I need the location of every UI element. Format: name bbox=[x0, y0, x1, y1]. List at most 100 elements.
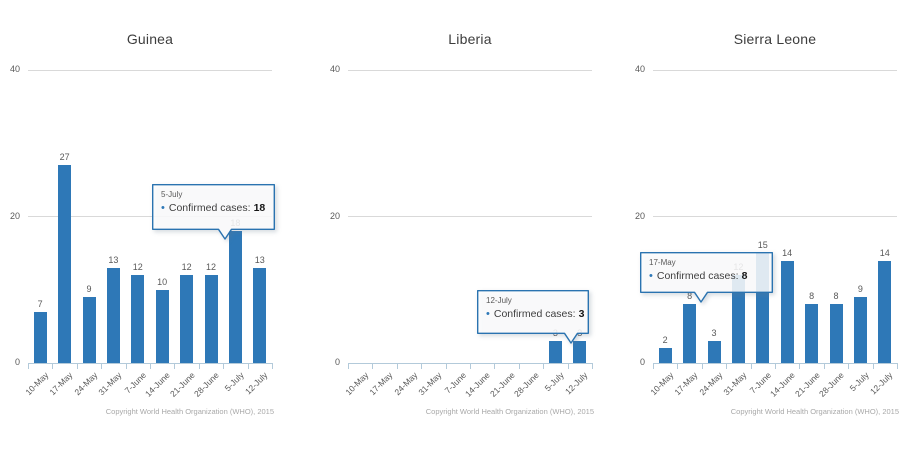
x-axis-tick bbox=[799, 363, 801, 369]
x-axis-tick bbox=[174, 363, 176, 369]
x-axis-label: 12-July bbox=[243, 370, 270, 397]
x-axis-label: 12-July bbox=[868, 370, 895, 397]
x-axis-label: 31-May bbox=[721, 370, 749, 398]
bar-value-label: 12 bbox=[181, 262, 192, 273]
copyright-note: Copyright World Health Organization (WHO… bbox=[425, 407, 594, 416]
tooltip-value: 3 bbox=[578, 308, 585, 320]
x-axis-tick bbox=[470, 363, 471, 369]
x-axis-label: 14-June bbox=[463, 370, 493, 399]
bar[interactable] bbox=[33, 311, 47, 363]
x-axis-label: 5-July bbox=[542, 370, 566, 394]
x-axis-tick bbox=[653, 363, 654, 369]
x-axis-label: 14-June bbox=[143, 370, 173, 399]
y-axis-label: 20 bbox=[329, 210, 340, 221]
x-axis-tick bbox=[396, 363, 398, 369]
chart-tooltip: 5-July • Confirmed cases: 18 bbox=[152, 184, 275, 240]
x-axis-tick bbox=[775, 363, 776, 369]
copyright-note: Copyright World Health Organization (WHO… bbox=[105, 407, 274, 416]
chart-title: Sierra Leone bbox=[733, 31, 817, 47]
tooltip-bubble bbox=[152, 184, 275, 240]
x-axis-tick bbox=[445, 363, 447, 369]
x-axis-tick bbox=[823, 363, 825, 369]
bar[interactable] bbox=[829, 304, 843, 363]
y-axis-label: 0 bbox=[14, 357, 20, 367]
x-axis-tick bbox=[494, 363, 496, 369]
bar[interactable] bbox=[548, 341, 562, 363]
tooltip-series-line: • Confirmed cases: 3 bbox=[486, 308, 585, 320]
tooltip-date: 5-July bbox=[161, 190, 183, 199]
x-axis-tick bbox=[518, 363, 520, 369]
series-marker-dot-icon: • bbox=[649, 270, 653, 282]
chart-tooltip: 12-July • Confirmed cases: 3 bbox=[477, 290, 589, 344]
x-axis-tick bbox=[872, 363, 874, 369]
x-axis-tick bbox=[223, 363, 225, 369]
x-axis-tick bbox=[150, 363, 151, 369]
x-axis-label: 17-May bbox=[367, 370, 395, 398]
bar[interactable] bbox=[155, 289, 169, 363]
series-marker-dot-icon: • bbox=[161, 202, 165, 214]
bar-value-label: 15 bbox=[757, 240, 768, 251]
bar-value-label: 13 bbox=[108, 254, 119, 265]
y-axis-label: 0 bbox=[639, 357, 645, 367]
y-gridline bbox=[653, 69, 897, 71]
bar[interactable] bbox=[82, 297, 96, 363]
x-axis-tick bbox=[543, 363, 545, 369]
x-axis-label: 5-July bbox=[847, 370, 871, 394]
x-axis-label: 14-June bbox=[768, 370, 798, 399]
x-axis-tick bbox=[247, 363, 249, 369]
bar[interactable] bbox=[106, 267, 120, 363]
x-axis-label: 21-June bbox=[167, 370, 197, 399]
x-axis-tick bbox=[592, 363, 593, 369]
bar[interactable] bbox=[228, 231, 242, 363]
x-axis-tick bbox=[372, 363, 374, 369]
bar[interactable] bbox=[878, 260, 892, 363]
bar[interactable] bbox=[180, 275, 194, 363]
y-axis-label: 20 bbox=[9, 210, 20, 221]
bar[interactable] bbox=[58, 165, 72, 363]
y-gridline bbox=[28, 216, 272, 218]
series-marker-dot-icon: • bbox=[486, 308, 490, 320]
x-axis-label: 24-May bbox=[71, 370, 100, 398]
y-gridline bbox=[653, 216, 897, 218]
x-axis-tick bbox=[567, 363, 569, 369]
tooltip-series-line: • Confirmed cases: 8 bbox=[649, 270, 769, 282]
tooltip-series-label: Confirmed cases: bbox=[493, 308, 576, 320]
bar[interactable] bbox=[780, 260, 794, 363]
x-axis-label: 21-June bbox=[487, 370, 517, 399]
x-axis-tick bbox=[348, 363, 349, 369]
bar[interactable] bbox=[204, 275, 218, 363]
bar-value-label: 7 bbox=[37, 298, 43, 309]
bar-value-label: 9 bbox=[857, 284, 863, 295]
x-axis-label: 17-May bbox=[47, 370, 75, 398]
y-gridline bbox=[348, 69, 592, 71]
x-axis-label: 17-May bbox=[672, 370, 700, 398]
x-axis-tick bbox=[125, 363, 127, 369]
bar[interactable] bbox=[805, 304, 819, 363]
bar[interactable] bbox=[707, 341, 721, 363]
x-axis-tick bbox=[76, 363, 78, 369]
x-axis-label: 28-June bbox=[512, 370, 542, 399]
bar[interactable] bbox=[853, 297, 867, 363]
y-axis-label: 20 bbox=[634, 210, 645, 221]
tooltip-value: 18 bbox=[253, 202, 266, 214]
bar[interactable] bbox=[131, 275, 145, 363]
y-gridline bbox=[28, 69, 272, 71]
bar[interactable] bbox=[731, 275, 745, 363]
bar-value-label: 12 bbox=[205, 262, 216, 273]
x-axis-tick bbox=[726, 363, 728, 369]
y-axis-label: 0 bbox=[334, 357, 340, 367]
x-axis-tick bbox=[848, 363, 850, 369]
x-axis-label: 10-May bbox=[343, 370, 371, 398]
bar[interactable] bbox=[683, 304, 697, 363]
chart-title: Liberia bbox=[448, 31, 492, 47]
x-axis-tick bbox=[897, 363, 898, 369]
y-axis-label: 40 bbox=[634, 64, 645, 75]
bar[interactable] bbox=[573, 341, 587, 363]
bar[interactable] bbox=[658, 348, 672, 363]
chart-tooltip: 17-May • Confirmed cases: 8 bbox=[640, 252, 773, 303]
bar-value-label: 14 bbox=[879, 247, 890, 258]
bar[interactable] bbox=[253, 267, 267, 363]
tooltip-series-label: Confirmed cases: bbox=[168, 202, 251, 214]
copyright-note: Copyright World Health Organization (WHO… bbox=[730, 407, 899, 416]
bar-value-label: 2 bbox=[662, 335, 668, 346]
